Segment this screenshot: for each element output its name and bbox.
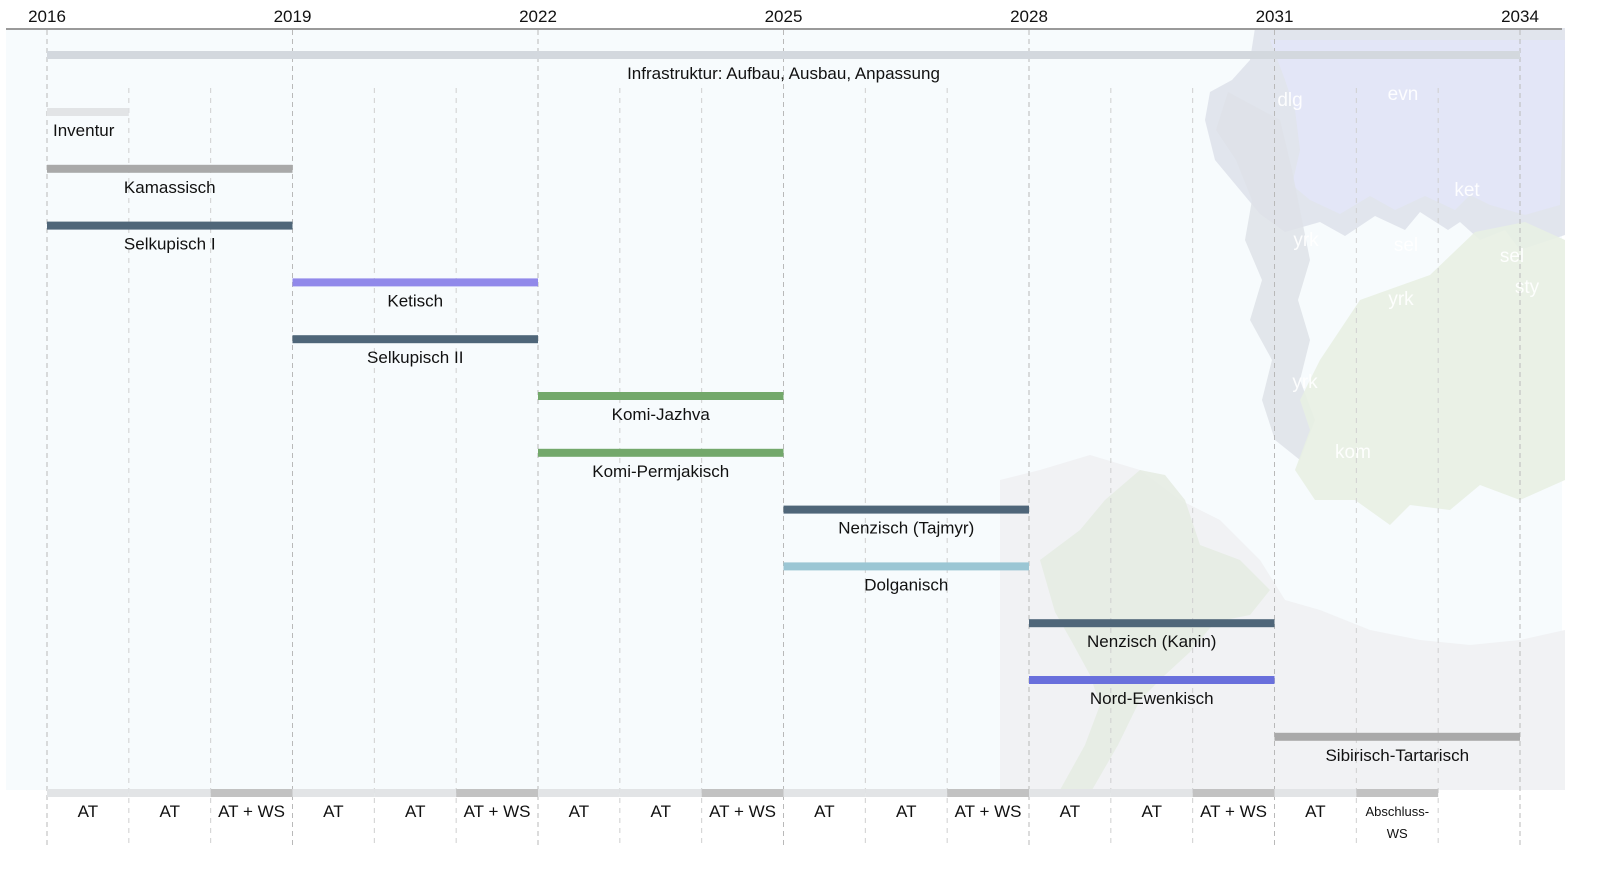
- phase-bar: [619, 789, 702, 797]
- phase-label: AT: [78, 802, 98, 821]
- map-label-kom: kom: [1335, 442, 1371, 463]
- phase-bar: [210, 789, 293, 797]
- phase-label: AT: [405, 802, 425, 821]
- task-label: Komi-Jazhva: [612, 405, 711, 424]
- phase-bar: [292, 789, 375, 797]
- task-label: Selkupisch II: [367, 348, 463, 367]
- map-shape-west: [1216, 92, 1315, 460]
- phase-label: AT + WS: [709, 802, 776, 821]
- phase-bar: [47, 789, 129, 797]
- task-bar: [783, 562, 1029, 571]
- task-label: Selkupisch I: [124, 235, 216, 254]
- task-bar: [538, 448, 784, 457]
- phase-label: AT: [1305, 802, 1325, 821]
- phase-label: AT: [651, 802, 671, 821]
- task-bar: [292, 278, 538, 287]
- task-bar: [1029, 676, 1275, 684]
- task-bar: [292, 335, 538, 344]
- task-label: Dolganisch: [864, 575, 948, 594]
- phase-bar: [1356, 789, 1439, 797]
- phase-label: AT + WS: [218, 802, 285, 821]
- task-label: Ketisch: [387, 291, 443, 310]
- infrastructure-bar-group: Infrastruktur: Aufbau, Ausbau, Anpassung: [47, 51, 1520, 83]
- x-tick-label: 2022: [519, 7, 557, 26]
- phase-bar: [1110, 789, 1193, 797]
- task-bar: [1274, 732, 1520, 741]
- phase-label: AT + WS: [464, 802, 531, 821]
- map-label-evn: evn: [1388, 84, 1419, 105]
- phase-bar: [783, 789, 866, 797]
- task-label: Kamassisch: [124, 178, 216, 197]
- x-tick-label: 2025: [765, 7, 803, 26]
- phase-label: Abschluss-: [1365, 804, 1429, 819]
- phase-bar: [456, 789, 538, 797]
- map-background-watermark: [1000, 28, 1565, 790]
- task-bar: [538, 392, 784, 400]
- task-label: Nord-Ewenkisch: [1090, 689, 1214, 708]
- map-label-sel: sel: [1500, 246, 1524, 267]
- x-axis: 2016 2019 2022 2025 2028 2031 2034: [6, 7, 1562, 30]
- task-bar: [47, 108, 129, 116]
- phase-label: AT: [160, 802, 180, 821]
- phase-bar: [374, 789, 457, 797]
- phase-label: AT + WS: [1200, 802, 1267, 821]
- x-tick-label: 2019: [274, 7, 312, 26]
- map-label-yrk: yrk: [1388, 289, 1414, 310]
- x-tick-label: 2031: [1256, 7, 1294, 26]
- phase-bar: [1192, 789, 1275, 797]
- map-shape-north-inner: [1270, 40, 1565, 215]
- phase-bar: [1029, 789, 1111, 797]
- map-shape-east: [1295, 222, 1565, 525]
- x-tick-label: 2034: [1501, 7, 1539, 26]
- infrastructure-label: Infrastruktur: Aufbau, Ausbau, Anpassung: [627, 64, 940, 83]
- map-label-dlg: dlg: [1277, 90, 1302, 111]
- phase-bar: [1274, 789, 1357, 797]
- map-shape-peninsula: [1040, 470, 1270, 790]
- task-bars: Inventur Kamassisch Selkupisch I Ketisch Sel…: [47, 108, 1520, 765]
- phase-label: AT: [814, 802, 834, 821]
- phase-label: AT + WS: [955, 802, 1022, 821]
- phase-label: AT: [1142, 802, 1162, 821]
- phase-bars: AT AT AT + WS AT AT AT + WS AT AT AT + WS AT AT AT …: [47, 789, 1439, 841]
- phase-bar: [865, 789, 948, 797]
- task-label: Komi-Permjakisch: [592, 462, 729, 481]
- phase-bar: [128, 789, 211, 797]
- x-tick-label: 2028: [1010, 7, 1048, 26]
- map-label-yrk: yrk: [1293, 230, 1319, 251]
- map-label-ket: ket: [1454, 180, 1480, 201]
- phase-label: AT: [569, 802, 589, 821]
- phase-bar: [701, 789, 784, 797]
- map-label-sty: sty: [1515, 277, 1540, 298]
- phase-label: AT: [323, 802, 343, 821]
- task-label: Nenzisch (Kanin): [1087, 632, 1216, 651]
- phase-label: AT: [1060, 802, 1080, 821]
- map-label-yrk: yrk: [1292, 372, 1318, 393]
- task-label: Sibirisch-Tartarisch: [1325, 746, 1469, 765]
- task-bar: [47, 164, 293, 173]
- task-bar: [47, 221, 293, 230]
- x-tick-label: 2016: [28, 7, 66, 26]
- phase-label: AT: [896, 802, 916, 821]
- task-bar: [783, 505, 1029, 514]
- infrastructure-bar: [47, 51, 1520, 59]
- task-label: Nenzisch (Tajmyr): [838, 519, 974, 538]
- phase-bar: [538, 789, 620, 797]
- phase-label: WS: [1387, 826, 1408, 841]
- map-label-sel: sel: [1394, 235, 1418, 256]
- task-bar: [1029, 619, 1275, 628]
- phase-bar: [947, 789, 1029, 797]
- task-label: Inventur: [53, 121, 115, 140]
